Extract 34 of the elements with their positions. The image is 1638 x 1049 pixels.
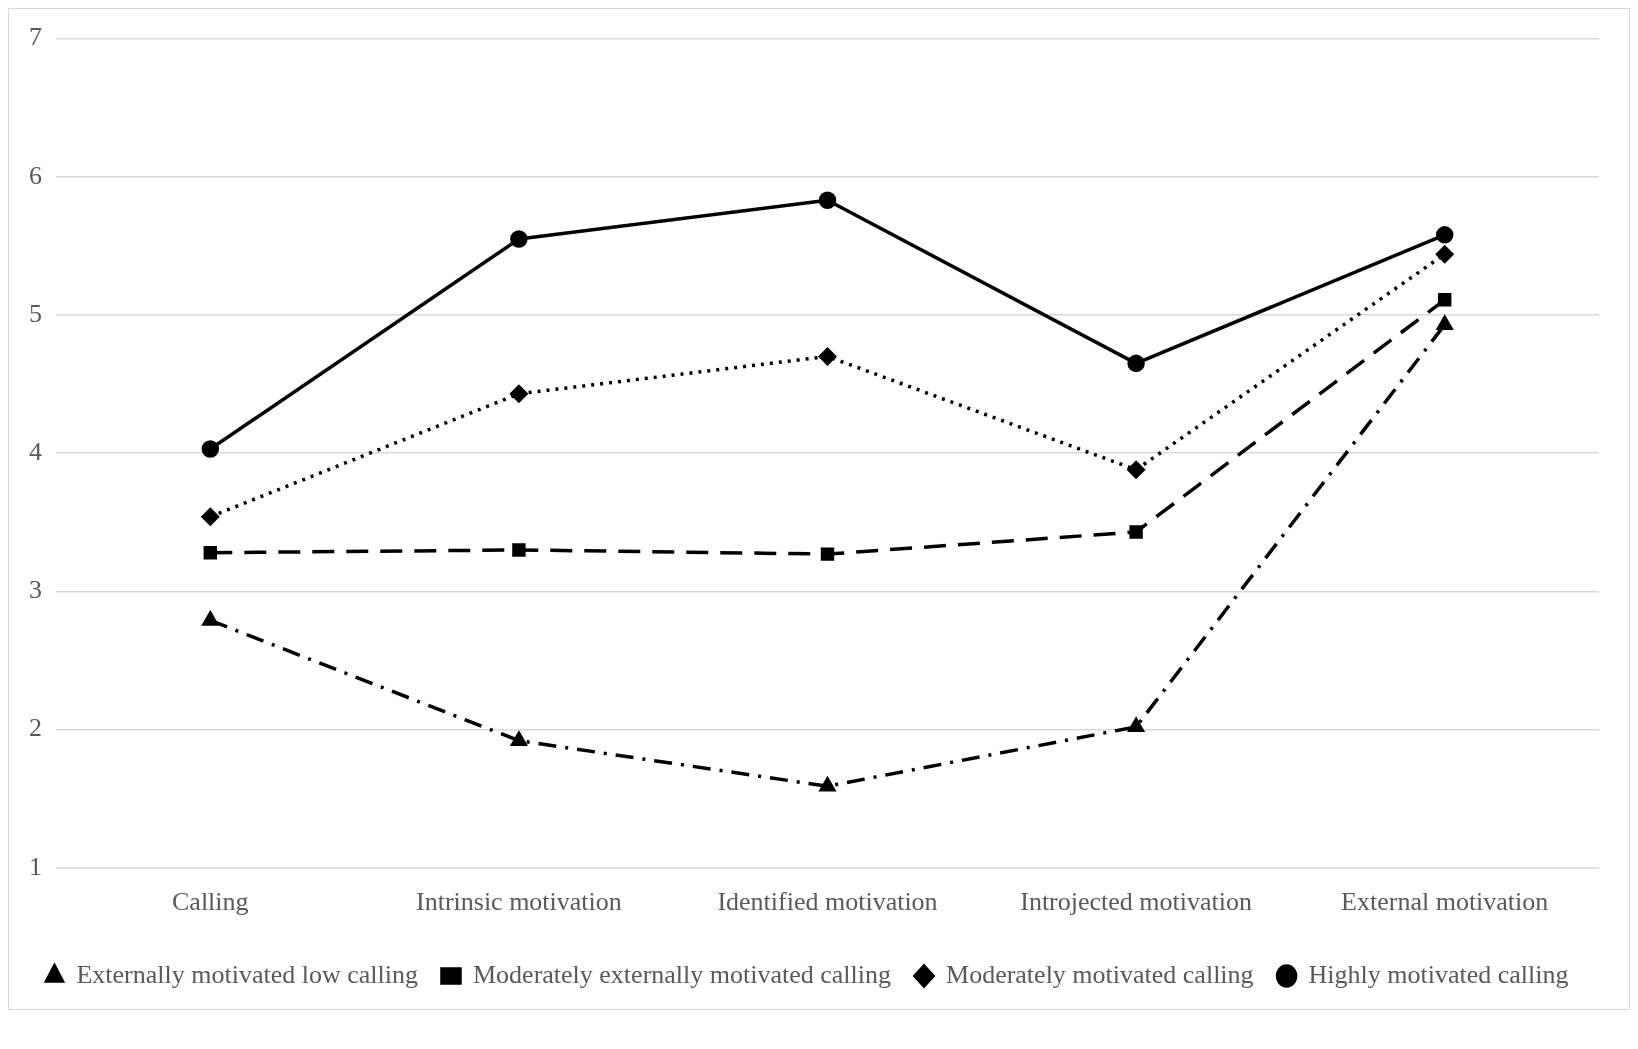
point — [511, 731, 527, 746]
point — [510, 385, 528, 403]
legend-label: Externally motivated low calling — [76, 959, 418, 989]
y-tick-label: 1 — [29, 851, 42, 881]
point — [1438, 293, 1452, 307]
y-tick-label: 2 — [29, 713, 42, 743]
x-tick-label: Intrinsic motivation — [415, 887, 622, 917]
x-tick-label: External motivation — [1341, 887, 1549, 917]
point — [1127, 354, 1145, 373]
legend-label: Moderately externally motivated calling — [472, 959, 892, 989]
point — [510, 230, 528, 248]
point — [512, 543, 526, 557]
y-tick-label: 7 — [29, 22, 42, 52]
y-tick-label: 5 — [29, 298, 42, 328]
point — [1435, 245, 1454, 263]
point — [820, 547, 835, 561]
legend-label: Highly motivated calling — [1308, 959, 1569, 989]
point — [201, 440, 220, 458]
point — [818, 191, 837, 210]
y-tick-label: 4 — [29, 437, 42, 467]
x-tick-label: Introjected motivation — [1020, 887, 1252, 917]
y-tick-label: 3 — [29, 575, 42, 605]
y-tick-label: 6 — [29, 160, 42, 190]
legend-label: Moderately motivated calling — [946, 959, 1254, 989]
x-tick-label: Identified motivation — [717, 887, 938, 917]
point — [1128, 718, 1144, 733]
point — [1129, 525, 1143, 539]
point — [203, 546, 217, 560]
point — [1435, 226, 1454, 244]
point — [1127, 461, 1145, 479]
x-tick-label: Calling — [172, 887, 249, 917]
point — [202, 611, 219, 626]
point — [201, 508, 220, 526]
point — [818, 347, 837, 366]
